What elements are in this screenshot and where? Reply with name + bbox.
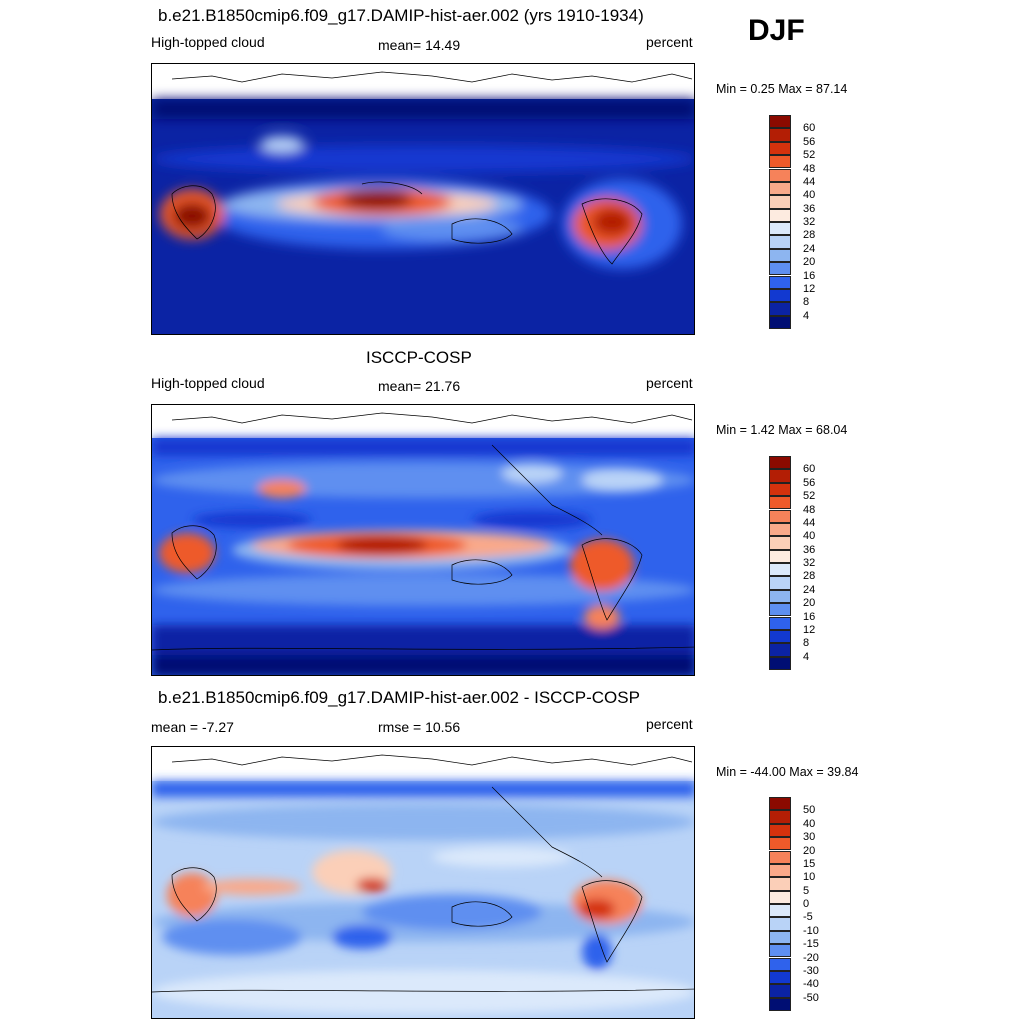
colorbar-tick-label: 8 xyxy=(803,296,810,309)
colorbar-tick-label: 20 xyxy=(803,597,816,610)
panel-3-mean-label: mean = -7.27 xyxy=(151,719,234,735)
colorbar-tick-label: 0 xyxy=(803,898,810,910)
colorbar-tick-label: 12 xyxy=(803,623,816,636)
colorbar-tick-label: 24 xyxy=(803,242,816,255)
colorbar-tick-label: 36 xyxy=(803,543,816,556)
panel-2-units-label: percent xyxy=(646,375,693,391)
colorbar-tick-label: -30 xyxy=(803,964,819,977)
panel-3-map xyxy=(151,746,695,1019)
colorbar-tick-label: -5 xyxy=(803,911,813,924)
panel-3-min-max: Min = -44.00 Max = 39.84 xyxy=(716,765,859,779)
panel-2-map xyxy=(151,404,695,676)
colorbar-tick-label: 5 xyxy=(803,884,810,897)
coastlines xyxy=(171,71,693,265)
panel-1-min-max: Min = 0.25 Max = 87.14 xyxy=(716,82,848,96)
cloud-field xyxy=(152,99,694,269)
panel-3-rmse-label: rmse = 10.56 xyxy=(378,719,461,735)
panel-1-title: b.e21.B1850cmip6.f09_g17.DAMIP-hist-aer.… xyxy=(158,6,644,25)
colorbar-tick-label: -15 xyxy=(803,938,819,951)
colorbar-tick-label: 50 xyxy=(803,804,816,817)
colorbar-tick-label: -50 xyxy=(803,991,819,1004)
colorbar-tick-label: 16 xyxy=(803,610,816,623)
difference-field xyxy=(152,781,694,1014)
colorbar-tick-label: 52 xyxy=(803,149,816,162)
colorbar-tick-label: 52 xyxy=(803,490,816,503)
coastlines xyxy=(152,412,694,651)
colorbar-tick-label: 28 xyxy=(803,229,816,242)
colorbar-tick-label: 36 xyxy=(803,202,816,215)
colorbar-tick-label: 40 xyxy=(803,530,816,543)
colorbar-tick-label: 20 xyxy=(803,256,816,269)
panel-1-mean-label: mean= 14.49 xyxy=(378,37,461,53)
panel-1-units-label: percent xyxy=(646,34,693,50)
colorbar-tick-label: 56 xyxy=(803,135,816,148)
colorbar-tick-label: 10 xyxy=(803,871,816,884)
colorbar-tick-label: 48 xyxy=(803,503,816,516)
colorbar-tick-label: 4 xyxy=(803,650,810,663)
colorbar-tick-label: 32 xyxy=(803,557,816,569)
panel-1-map xyxy=(151,63,695,335)
panel-3-units-label: percent xyxy=(646,716,693,732)
colorbar-tick-label: 44 xyxy=(803,516,816,529)
colorbar-tick-label: -10 xyxy=(803,924,819,937)
coastlines xyxy=(152,754,694,993)
colorbar-tick-label: 56 xyxy=(803,476,816,489)
panel-2-min-max: Min = 1.42 Max = 68.04 xyxy=(716,423,848,437)
colorbar-tick-label: -20 xyxy=(803,951,819,964)
panel-2-colorbar: 60 56 52 48 44 40 36 32 28 24 20 16 12 8… xyxy=(769,456,815,670)
panel-2-variable-label: High-topped cloud xyxy=(151,375,265,391)
panel-2-title: ISCCP-COSP xyxy=(366,348,472,367)
colorbar-tick-label: 8 xyxy=(803,637,810,650)
colorbar-tick-label: 30 xyxy=(803,831,816,844)
colorbar-tick-label: 60 xyxy=(803,463,816,476)
colorbar-tick-label: 16 xyxy=(803,269,816,282)
season-label: DJF xyxy=(748,14,805,47)
colorbar-tick-label: 28 xyxy=(803,570,816,583)
colorbar-tick-label: 40 xyxy=(803,189,816,202)
colorbar-tick-label: 60 xyxy=(803,122,816,135)
colorbar-tick-label: 4 xyxy=(803,309,810,322)
panel-1-variable-label: High-topped cloud xyxy=(151,34,265,50)
cloud-field xyxy=(152,438,694,675)
colorbar-tick-label: 44 xyxy=(803,175,816,188)
panel-3-title: b.e21.B1850cmip6.f09_g17.DAMIP-hist-aer.… xyxy=(158,688,640,707)
panel-2-mean-label: mean= 21.76 xyxy=(378,378,461,394)
colorbar-tick-label: 12 xyxy=(803,282,816,295)
colorbar-tick-label: 40 xyxy=(803,817,816,830)
colorbar-tick-label: 20 xyxy=(803,844,816,857)
colorbar-tick-label: 15 xyxy=(803,857,816,870)
colorbar-tick-label: -40 xyxy=(803,978,819,991)
panel-3-colorbar: 50 40 30 20 15 10 5 0 -5 -10 -15 -20 -30… xyxy=(769,797,819,1011)
colorbar-tick-label: 48 xyxy=(803,162,816,175)
colorbar-tick-label: 32 xyxy=(803,216,816,228)
colorbar-tick-label: 24 xyxy=(803,583,816,596)
panel-1-colorbar: 60 56 52 48 44 40 36 32 28 24 20 16 12 8… xyxy=(769,115,815,329)
